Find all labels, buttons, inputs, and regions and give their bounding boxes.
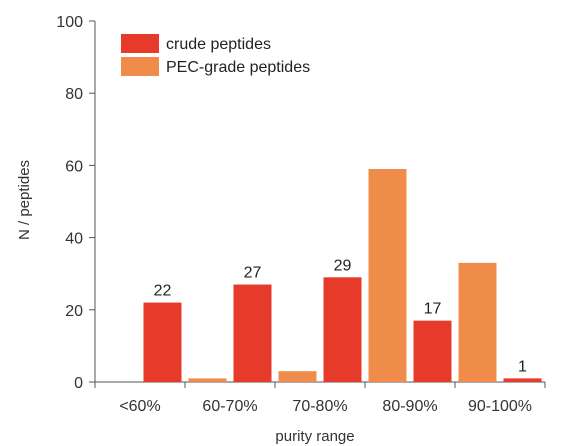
labels-layer: 22 27 29 17 1 — [154, 257, 527, 375]
y-tick-label: 20 — [65, 303, 83, 320]
bar-pec-grade — [278, 371, 317, 382]
data-label: 22 — [154, 283, 172, 300]
legend-swatch — [121, 57, 159, 76]
x-tick-label: 70-80% — [292, 398, 347, 415]
legend-label: PEC-grade peptides — [166, 59, 310, 76]
x-tick-label: 60-70% — [202, 398, 257, 415]
x-axis-title: purity range — [275, 428, 354, 445]
bar-crude — [143, 302, 182, 382]
legend-label: crude peptides — [166, 36, 271, 53]
x-tick-label: <60% — [119, 398, 160, 415]
x-tick-label: 90-100% — [468, 398, 532, 415]
axes-layer: 0 20 40 60 80 100 <60% 60-70% 70-80% 80-90% 90-100… — [56, 14, 546, 415]
bar-crude — [233, 284, 272, 382]
legend-swatch — [121, 34, 159, 53]
legend: crude peptides PEC-grade peptides — [121, 34, 310, 76]
data-label: 29 — [334, 257, 352, 274]
bar-crude — [503, 378, 542, 382]
bar-crude — [413, 320, 452, 382]
x-tick-label: 80-90% — [382, 398, 437, 415]
data-label: 1 — [518, 358, 527, 375]
data-label: 27 — [244, 265, 262, 282]
y-axis-title: N / peptides — [16, 160, 33, 240]
bar-pec-grade — [368, 169, 407, 382]
bars-layer — [143, 169, 542, 382]
y-tick-label: 60 — [65, 158, 83, 175]
data-label: 17 — [424, 301, 442, 318]
y-tick-label: 100 — [56, 14, 83, 31]
bar-crude — [323, 277, 362, 382]
y-tick-label: 80 — [65, 86, 83, 103]
bar-pec-grade — [458, 262, 497, 382]
bar-pec-grade — [188, 378, 227, 382]
y-tick-label: 0 — [74, 375, 83, 392]
y-tick-label: 40 — [65, 231, 83, 248]
